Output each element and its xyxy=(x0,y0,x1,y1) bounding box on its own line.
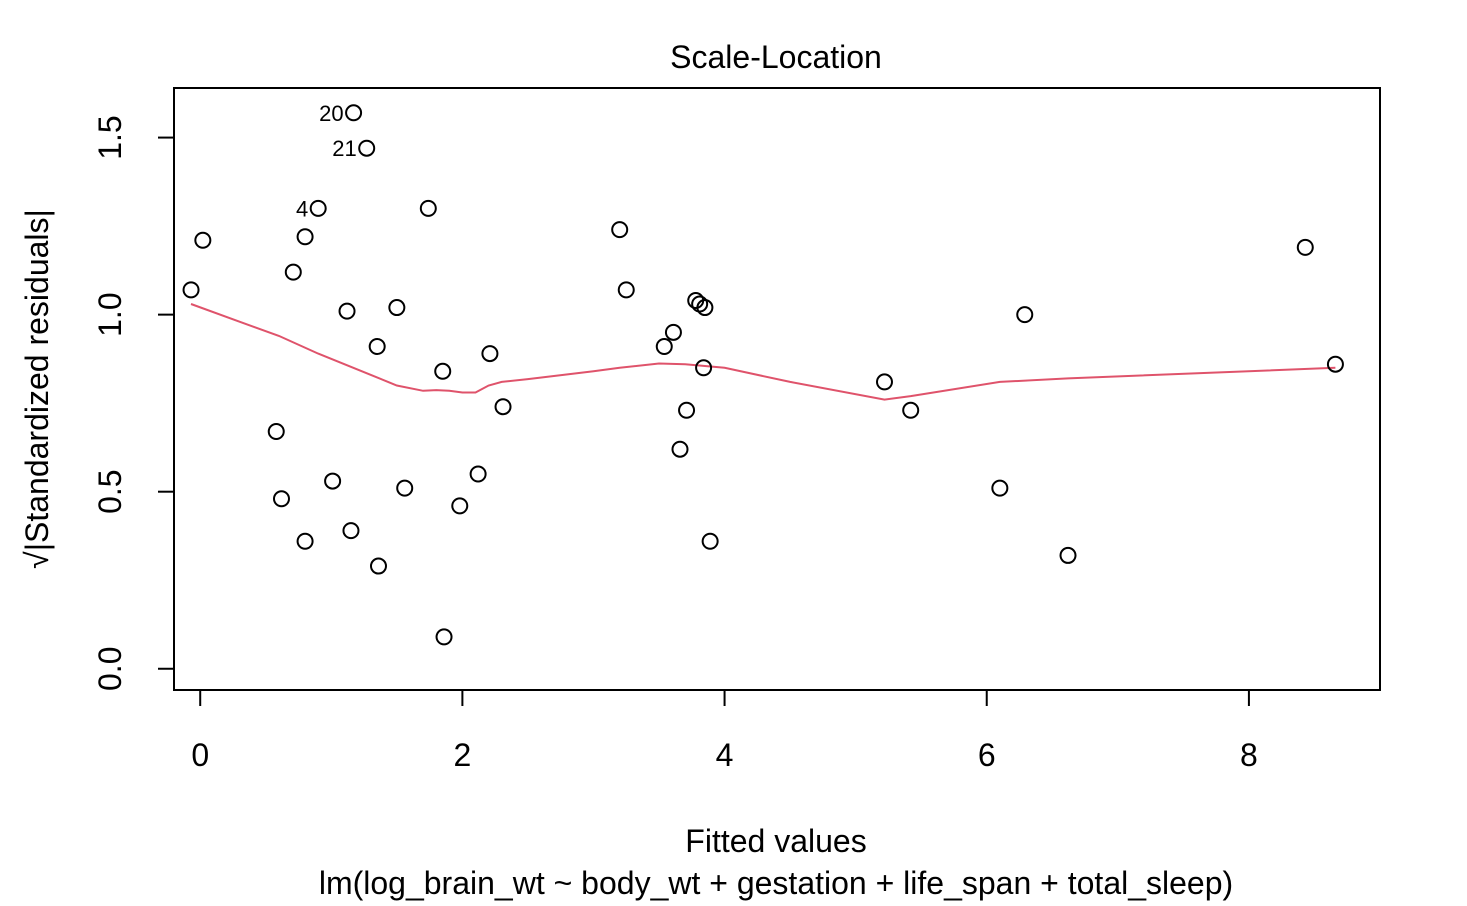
y-tick-label: 0.0 xyxy=(92,647,128,691)
data-point xyxy=(369,557,387,575)
data-point xyxy=(388,299,406,317)
data-point xyxy=(358,139,376,157)
data-point xyxy=(284,263,302,281)
data-point xyxy=(875,373,893,391)
smoother-line xyxy=(190,303,1336,401)
data-point xyxy=(267,422,285,440)
data-point xyxy=(1326,355,1344,373)
x-tick-label: 0 xyxy=(191,737,209,773)
data-point xyxy=(451,497,469,515)
data-point xyxy=(664,323,682,341)
data-point xyxy=(481,345,499,363)
x-tick-label: 8 xyxy=(1240,737,1258,773)
data-point xyxy=(396,479,414,497)
data-point xyxy=(296,228,314,246)
data-points xyxy=(182,104,1344,646)
data-point xyxy=(342,522,360,540)
data-point xyxy=(701,532,719,550)
x-axis-label: Fitted values xyxy=(685,823,866,859)
point-label: 20 xyxy=(319,101,343,126)
data-point xyxy=(194,231,212,249)
x-tick-label: 2 xyxy=(453,737,471,773)
data-point xyxy=(691,295,709,313)
data-point xyxy=(435,628,453,646)
plot-frame xyxy=(173,87,1381,691)
data-point xyxy=(338,302,356,320)
y-tick-label: 0.5 xyxy=(92,469,128,513)
data-point xyxy=(696,299,714,317)
data-point xyxy=(1296,238,1314,256)
x-tick-label: 4 xyxy=(716,737,734,773)
data-point xyxy=(617,281,635,299)
data-point xyxy=(324,472,342,490)
point-label: 21 xyxy=(332,136,356,161)
y-tick-label: 1.0 xyxy=(92,292,128,336)
data-point xyxy=(655,338,673,356)
data-point xyxy=(991,479,1009,497)
data-point xyxy=(182,281,200,299)
model-formula: lm(log_brain_wt ~ body_wt + gestation + … xyxy=(319,865,1233,901)
y-axis-label: √|Standardized residuals| xyxy=(19,209,55,569)
data-point xyxy=(1016,306,1034,324)
point-label: 4 xyxy=(296,196,308,221)
point-labels: 4 20 21 xyxy=(296,101,357,222)
data-point xyxy=(1059,546,1077,564)
y-axis: 0.0 0.5 1.0 1.5 xyxy=(92,115,175,691)
y-tick-label: 1.5 xyxy=(92,115,128,159)
data-point xyxy=(368,338,386,356)
data-point xyxy=(345,104,363,122)
data-point xyxy=(419,199,437,217)
chart-title: Scale-Location xyxy=(670,39,882,75)
data-point xyxy=(469,465,487,483)
data-point xyxy=(611,221,629,239)
x-tick-label: 6 xyxy=(978,737,996,773)
data-point xyxy=(902,401,920,419)
data-point xyxy=(671,440,689,458)
data-point xyxy=(494,398,512,416)
data-point xyxy=(309,199,327,217)
data-point xyxy=(296,532,314,550)
x-axis: 0 2 4 6 8 xyxy=(191,689,1258,773)
data-point xyxy=(272,490,290,508)
data-point xyxy=(695,359,713,377)
data-point xyxy=(434,362,452,380)
data-point xyxy=(678,401,696,419)
